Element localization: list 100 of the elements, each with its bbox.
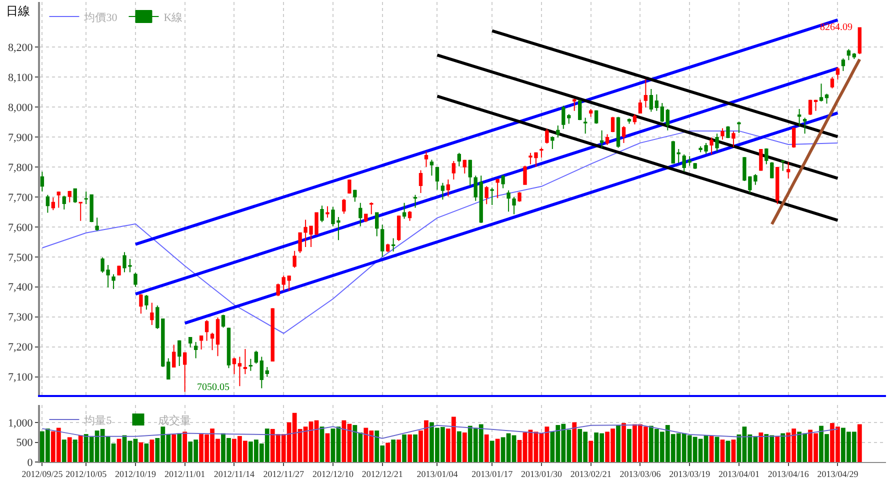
candlestick <box>408 210 412 222</box>
candlestick <box>605 134 610 146</box>
candlestick <box>830 76 834 89</box>
bar <box>172 434 176 462</box>
y-tick-label: 7,800 <box>8 162 34 174</box>
bar <box>391 440 396 462</box>
candlestick <box>556 125 560 138</box>
y-tick-label: 8,000 <box>8 102 34 114</box>
bar <box>408 434 412 462</box>
candlestick <box>584 117 588 134</box>
annotation: 7050.05 <box>197 382 230 393</box>
candlestick <box>353 189 357 202</box>
candlestick <box>78 202 82 222</box>
candlestick <box>199 334 204 350</box>
bar <box>67 437 72 462</box>
candlestick <box>814 99 818 112</box>
x-tick-label: 2013/04/16 <box>768 468 810 479</box>
candlestick <box>238 356 242 387</box>
candlestick <box>440 182 445 200</box>
candlestick <box>95 217 99 232</box>
candlestick <box>808 99 812 116</box>
candlestick <box>474 175 478 202</box>
candlestick <box>726 126 730 139</box>
candlestick <box>792 127 796 148</box>
x-tick-label: 2012/10/19 <box>114 468 156 479</box>
bar <box>150 440 154 462</box>
candlestick <box>852 52 856 60</box>
x-tick-label: 2013/04/29 <box>817 468 859 479</box>
candlestick <box>348 179 352 194</box>
candlestick <box>764 148 768 165</box>
candlestick <box>457 152 461 167</box>
candlestick <box>632 114 637 125</box>
x-tick-label: 2013/02/21 <box>570 468 612 479</box>
candlestick <box>391 238 396 252</box>
candlestick <box>226 327 231 369</box>
candlestick <box>364 213 368 223</box>
candlestick <box>210 332 214 351</box>
candlestick <box>68 190 72 203</box>
candlestick <box>194 342 198 359</box>
candlestick <box>51 197 56 211</box>
bar <box>386 442 390 462</box>
candlestick <box>786 162 790 179</box>
candlestick <box>512 196 516 215</box>
candlestick <box>518 192 522 202</box>
bar <box>726 440 730 462</box>
candlestick <box>841 58 846 72</box>
candlestick <box>342 198 346 214</box>
bar <box>780 433 786 462</box>
candlestick <box>46 194 50 214</box>
candlestick <box>260 356 264 389</box>
bar <box>490 440 494 462</box>
legend-label: K線 <box>164 12 183 24</box>
candlestick <box>666 108 670 131</box>
bar <box>731 440 736 462</box>
y-tick-label: 8,100 <box>8 72 34 84</box>
bar <box>402 434 406 462</box>
x-tick-label: 2012/11/01 <box>164 468 206 479</box>
candlestick <box>610 116 615 133</box>
candlestick <box>600 130 604 148</box>
candlestick <box>479 175 483 224</box>
x-tick-label: 2012/12/21 <box>362 468 403 479</box>
candlestick <box>270 308 274 362</box>
x-tick-label: 2012/11/27 <box>263 468 304 479</box>
candlestick <box>73 188 77 204</box>
candlestick <box>188 336 192 348</box>
candlestick <box>243 348 248 375</box>
bar <box>616 425 620 462</box>
annotation: 8264.09 <box>820 22 852 33</box>
candlestick <box>178 340 182 367</box>
y-tick-label: 7,200 <box>8 342 34 354</box>
x-tick-label: 2013/04/01 <box>718 468 760 479</box>
bar <box>462 432 467 462</box>
bar <box>622 423 626 462</box>
candlestick <box>572 98 576 112</box>
bar <box>714 436 720 462</box>
x-tick-label: 2013/03/19 <box>669 468 711 479</box>
candlestick <box>781 160 785 172</box>
candlestick <box>216 316 220 357</box>
candlestick <box>139 294 143 314</box>
bar <box>720 440 725 462</box>
candlestick <box>265 366 269 378</box>
bar <box>396 440 401 462</box>
x-tick-label: 2013/01/30 <box>520 468 562 479</box>
candlestick <box>693 162 697 170</box>
bar <box>758 432 764 462</box>
line-series <box>770 58 862 226</box>
candlestick <box>370 202 374 215</box>
candlestick <box>40 171 44 192</box>
candlestick <box>660 102 664 123</box>
y-tick-label: 0 <box>27 456 34 469</box>
bar <box>177 433 182 462</box>
x-tick-label: 2013/01/04 <box>416 468 458 479</box>
candlestick <box>506 190 510 212</box>
candlestick <box>819 83 824 102</box>
candlestick <box>638 99 642 114</box>
candlestick <box>396 215 401 242</box>
candlestick <box>523 165 527 186</box>
bar <box>138 442 144 462</box>
candlestick <box>150 302 154 326</box>
bar <box>627 428 632 462</box>
